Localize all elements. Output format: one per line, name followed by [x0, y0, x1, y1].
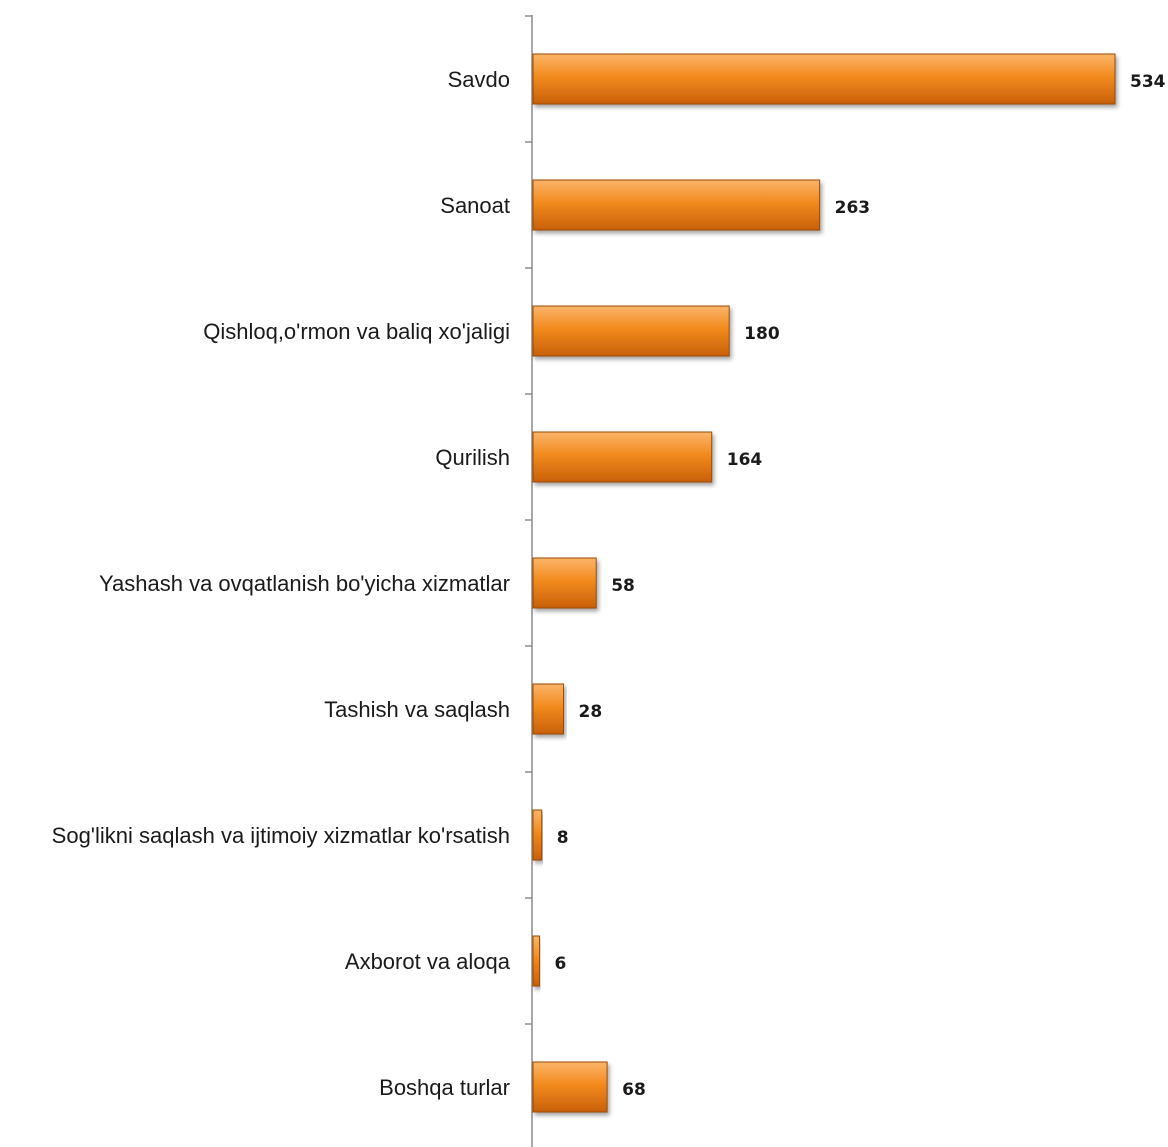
data-label: 164	[727, 450, 763, 470]
bar	[532, 1061, 608, 1113]
category-label: Yashash va ovqatlanish bo'yicha xizmatla…	[99, 571, 510, 596]
data-label: 58	[611, 576, 635, 596]
bar	[532, 179, 821, 231]
bar	[532, 683, 565, 735]
category-labels: Savdo Sanoat Qishloq,o'rmon va baliq xo'ja…	[52, 67, 511, 1100]
category-label: Savdo	[448, 67, 510, 92]
data-label: 263	[835, 198, 871, 218]
category-label: Sanoat	[440, 193, 510, 218]
data-label: 28	[579, 702, 603, 722]
data-label: 68	[622, 1080, 646, 1100]
category-label: Tashish va saqlash	[324, 697, 510, 722]
y-axis	[525, 15, 533, 1147]
value-labels: 534 263 180 164 58 28 8 6 68	[555, 72, 1166, 1100]
bar	[532, 305, 730, 357]
bars	[532, 53, 1116, 1113]
category-label: Boshqa turlar	[379, 1075, 510, 1100]
category-label: Qishloq,o'rmon va baliq xo'jaligi	[203, 319, 510, 344]
bar	[532, 557, 597, 609]
data-label: 534	[1130, 72, 1166, 92]
bar	[532, 431, 713, 483]
data-label: 8	[557, 828, 569, 848]
category-label: Sog'likni saqlash va ijtimoiy xizmatlar …	[52, 823, 510, 848]
data-label: 180	[744, 324, 780, 344]
category-label: Axborot va aloqa	[345, 949, 511, 974]
bar	[532, 53, 1116, 105]
data-label: 6	[555, 954, 567, 974]
bar	[532, 935, 541, 987]
category-label: Qurilish	[435, 445, 510, 470]
bar	[532, 809, 543, 861]
